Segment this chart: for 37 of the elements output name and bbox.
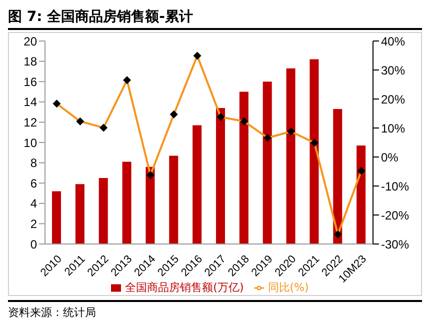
bar — [286, 68, 296, 244]
bar — [169, 156, 178, 244]
y-tick-label: 6 — [30, 176, 38, 190]
y-tick-label: 4 — [30, 196, 38, 211]
chart-title: 图 7: 全国商品房销售额-累计 — [8, 8, 422, 30]
y-tick-label: 18 — [24, 54, 38, 69]
bar — [98, 178, 108, 244]
y-tick-label: 8 — [30, 156, 38, 170]
y2-tick-label: -30% — [381, 237, 410, 252]
y2-tick-label: -20% — [381, 208, 410, 222]
y2-tick-label: 10% — [381, 121, 406, 136]
y-tick-label: 2 — [30, 216, 38, 231]
bar — [262, 82, 272, 244]
legend-label: 同比(%) — [268, 281, 309, 294]
legend-label: 全国商品房销售额(万亿) — [125, 281, 244, 294]
bar — [52, 191, 61, 244]
bar — [356, 146, 366, 244]
bar — [310, 59, 319, 244]
y2-tick-label: -10% — [381, 179, 410, 194]
y-tick-label: 0 — [30, 237, 38, 252]
y2-tick-label: 0% — [381, 150, 399, 164]
y2-tick-label: 20% — [381, 92, 406, 106]
text: 资料来源：统计局 — [8, 300, 422, 320]
bar — [239, 92, 248, 244]
bar — [333, 109, 342, 244]
y-tick-label: 20 — [24, 34, 38, 48]
y2-tick-label: 40% — [381, 34, 406, 48]
y-tick-label: 10 — [24, 136, 38, 150]
y2-tick-label: 30% — [381, 63, 406, 78]
bar — [146, 166, 155, 244]
bar — [192, 125, 202, 244]
y-tick-label: 16 — [24, 74, 38, 89]
bar — [216, 108, 225, 244]
y-tick-label: 12 — [24, 115, 38, 130]
bar — [75, 184, 84, 244]
y-tick-label: 14 — [24, 95, 38, 110]
bar — [122, 162, 132, 244]
